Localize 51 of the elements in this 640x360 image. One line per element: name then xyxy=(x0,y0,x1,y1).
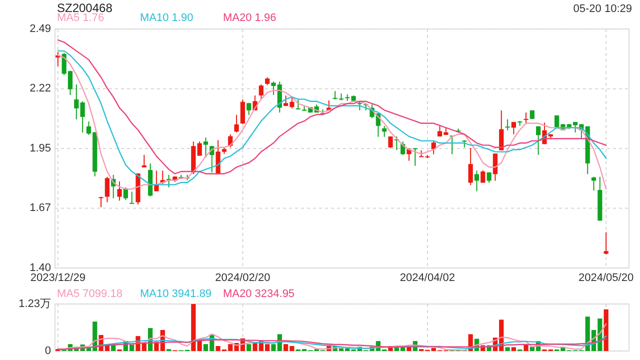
y-tick-label: 2.49 xyxy=(30,22,51,35)
text: MA20 1.96 xyxy=(223,12,276,24)
candlestick xyxy=(74,84,79,120)
candlestick xyxy=(203,137,208,158)
y-tick-label: 1.23万 xyxy=(18,298,51,310)
text: MA10 1.90 xyxy=(140,12,194,24)
x-tick-label: 2024/05/20 xyxy=(578,272,634,284)
candlestick xyxy=(412,148,418,166)
candlestick xyxy=(511,121,516,135)
candlestick xyxy=(80,100,85,133)
line-series xyxy=(57,39,607,174)
y-tick-label: 0 xyxy=(44,344,51,357)
candlestick xyxy=(468,148,473,186)
x-tick-label: 2024/02/20 xyxy=(215,272,270,284)
text: 05-20 10:29 xyxy=(573,3,632,15)
x-tick-label: 2023/12/29 xyxy=(30,272,86,284)
candlestick xyxy=(197,140,202,156)
candlestick xyxy=(480,170,486,184)
candlestick xyxy=(499,110,504,151)
candlestick xyxy=(123,186,128,201)
x-tick-label: 2024/04/02 xyxy=(400,272,455,284)
candlestick xyxy=(130,191,134,204)
y-tick-label: 2.22 xyxy=(30,82,51,95)
candlestick xyxy=(98,196,104,208)
y-tick-label: 1.95 xyxy=(30,142,51,154)
candlestick xyxy=(492,153,498,182)
bar xyxy=(246,344,252,351)
bar xyxy=(505,347,510,351)
y-tick-label: 1.67 xyxy=(30,202,51,214)
candlestick xyxy=(240,98,246,125)
candlestick xyxy=(117,180,122,202)
chart-title: SZ200468 xyxy=(57,1,113,15)
candlestick xyxy=(505,118,510,131)
candlestick xyxy=(296,99,300,110)
text: MA5 1.76 xyxy=(57,12,104,24)
candlestick xyxy=(258,84,264,100)
candlestick xyxy=(142,154,146,168)
text: MA20 3234.95 xyxy=(223,288,295,300)
text: MA10 3941.89 xyxy=(140,288,212,300)
candlestick xyxy=(357,100,362,111)
candlestick xyxy=(604,232,608,255)
candlestick xyxy=(104,176,110,203)
candlestick xyxy=(474,170,480,192)
candlestick xyxy=(246,102,252,116)
text: MA5 7099.18 xyxy=(57,288,122,300)
bar xyxy=(511,347,516,351)
bar xyxy=(191,304,196,351)
candlestick xyxy=(234,114,239,133)
bar xyxy=(604,309,608,351)
y-tick-label: 1.40 xyxy=(30,262,51,274)
candlestick xyxy=(536,126,541,156)
